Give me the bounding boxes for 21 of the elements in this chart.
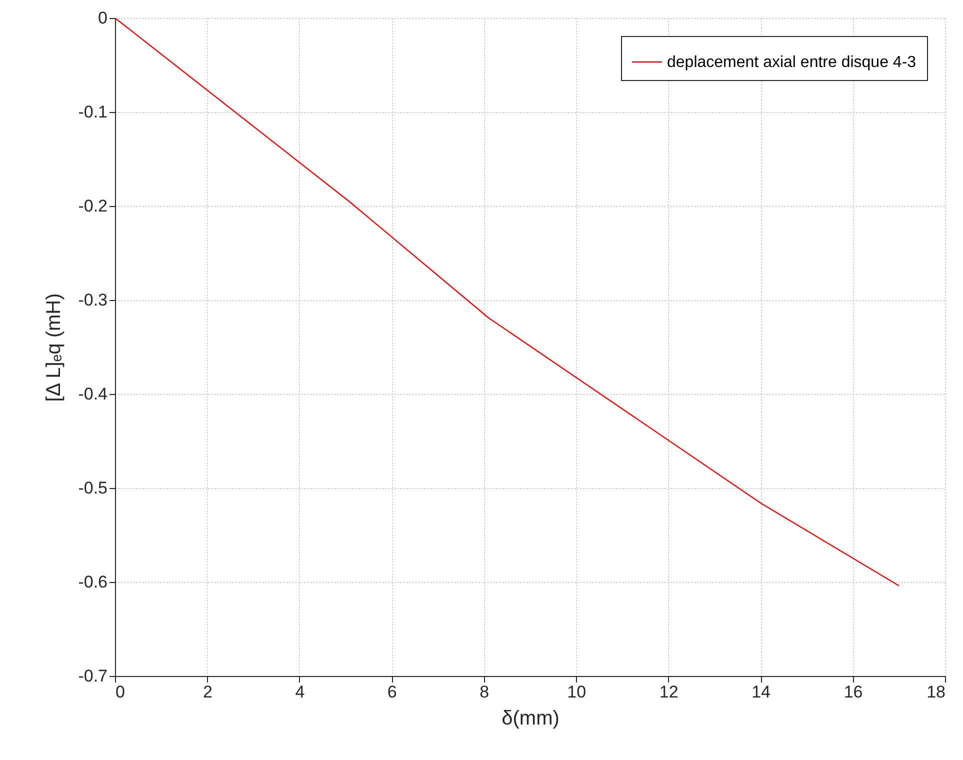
y-axis-title: [Δ L]ₑq (mH) [43, 293, 66, 402]
x-tick-label: 4 [295, 682, 305, 702]
x-tick-label: 18 [926, 682, 946, 702]
x-tick-label: 6 [387, 682, 397, 702]
y-tick-label: -0.7 [78, 666, 108, 686]
y-tick-label: -0.1 [78, 102, 108, 122]
y-tick-label: -0.2 [78, 196, 108, 216]
x-tick-label: 10 [567, 682, 586, 702]
x-tick-label: 8 [480, 682, 490, 702]
legend-label: deplacement axial entre disque 4-3 [667, 54, 916, 71]
x-tick-label: 0 [116, 682, 125, 702]
x-tick-label: 14 [752, 682, 771, 702]
y-tick-label: -0.6 [78, 572, 108, 592]
y-tick-label: -0.3 [78, 290, 108, 310]
y-tick-label: 0 [98, 8, 108, 28]
y-tick-label: -0.4 [78, 384, 108, 404]
y-tick-label: -0.5 [78, 478, 108, 498]
x-axis-title: δ(mm) [502, 708, 560, 730]
x-tick-label: 12 [659, 682, 678, 702]
x-tick-label: 2 [202, 682, 212, 702]
x-tick-label: 16 [844, 682, 863, 702]
